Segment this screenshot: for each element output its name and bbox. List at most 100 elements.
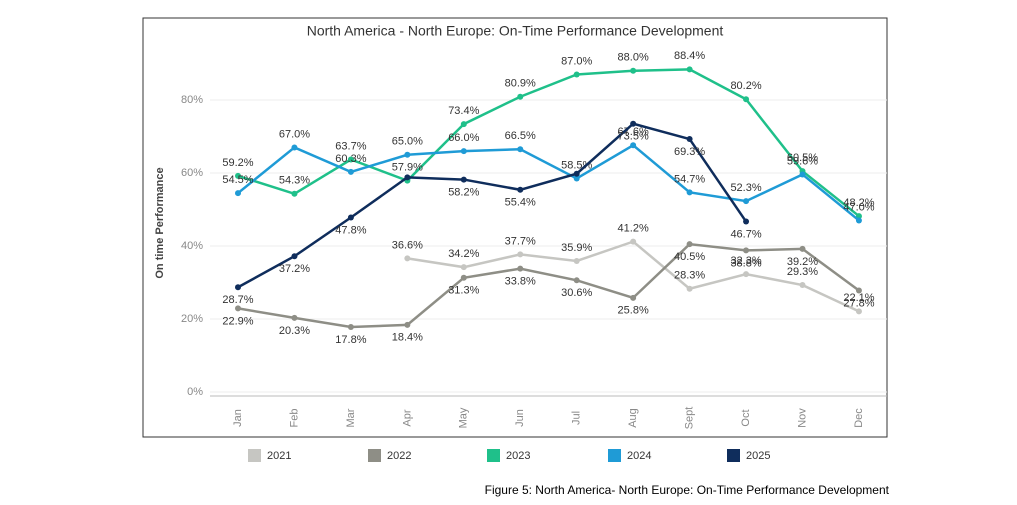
data-label: 47.8% bbox=[335, 224, 366, 236]
data-point bbox=[686, 241, 693, 248]
legend-swatch bbox=[248, 449, 261, 462]
data-point bbox=[855, 308, 862, 315]
data-point bbox=[404, 151, 411, 158]
data-label: 67.0% bbox=[279, 128, 310, 140]
data-point bbox=[460, 176, 467, 183]
data-point bbox=[573, 175, 580, 182]
data-label: 54.7% bbox=[674, 173, 705, 185]
data-point bbox=[743, 218, 750, 225]
data-label: 58.2% bbox=[448, 186, 479, 198]
data-label: 37.2% bbox=[279, 263, 310, 275]
chart-frame bbox=[142, 17, 888, 438]
data-label: 59.2% bbox=[222, 157, 253, 169]
y-tick-label: 0% bbox=[187, 386, 203, 398]
data-point bbox=[686, 66, 693, 73]
data-label: 17.8% bbox=[335, 334, 366, 346]
data-label: 34.2% bbox=[448, 248, 479, 260]
data-label: 28.3% bbox=[674, 270, 705, 282]
data-point bbox=[235, 190, 241, 197]
data-label: 54.5% bbox=[222, 174, 253, 186]
data-point bbox=[743, 96, 750, 103]
x-tick-label: Aug bbox=[627, 408, 639, 428]
x-tick-label: Feb bbox=[288, 409, 300, 428]
data-label: 46.7% bbox=[730, 228, 761, 240]
x-tick-label: Jul bbox=[571, 411, 583, 425]
data-point bbox=[291, 314, 298, 321]
data-point bbox=[291, 144, 298, 151]
data-point bbox=[235, 305, 241, 312]
x-tick-label: Dec bbox=[853, 408, 865, 428]
data-label: 65.0% bbox=[392, 136, 423, 148]
data-label: 87.0% bbox=[561, 55, 592, 67]
data-point bbox=[630, 120, 637, 127]
series-line bbox=[237, 143, 860, 222]
data-label: 63.7% bbox=[335, 140, 366, 152]
data-label: 41.2% bbox=[618, 223, 649, 235]
data-point bbox=[743, 271, 750, 278]
x-tick-label: Oct bbox=[740, 409, 752, 426]
data-point bbox=[855, 287, 862, 294]
data-point bbox=[404, 321, 411, 328]
data-point bbox=[460, 148, 467, 155]
data-point bbox=[799, 171, 806, 178]
legend-swatch bbox=[608, 449, 621, 462]
data-label: 20.3% bbox=[279, 325, 310, 337]
x-tick-label: Jun bbox=[514, 409, 526, 427]
data-label: 30.6% bbox=[561, 287, 592, 299]
data-label: 32.3% bbox=[730, 255, 761, 267]
data-point bbox=[404, 174, 411, 181]
x-tick-label: Jan bbox=[232, 409, 244, 427]
x-tick-label: Sept bbox=[684, 407, 696, 430]
data-label: 38.8% bbox=[730, 257, 761, 269]
series-line bbox=[237, 122, 748, 289]
data-point bbox=[855, 213, 862, 220]
chart-title: North America - North Europe: On-Time Pe… bbox=[307, 23, 724, 39]
data-label: 22.9% bbox=[222, 315, 253, 327]
legend-label: 2021 bbox=[267, 450, 291, 462]
data-label: 54.3% bbox=[279, 175, 310, 187]
data-point bbox=[630, 142, 637, 149]
caption: Figure 5: North America- North Europe: O… bbox=[485, 483, 890, 497]
data-point bbox=[460, 121, 467, 128]
data-point bbox=[573, 257, 580, 264]
data-point bbox=[347, 324, 354, 331]
data-label: 37.7% bbox=[505, 235, 536, 247]
data-label: 36.6% bbox=[392, 239, 423, 251]
data-label: 55.4% bbox=[505, 197, 536, 209]
data-point bbox=[517, 93, 524, 100]
data-point bbox=[460, 264, 467, 271]
data-label: 28.7% bbox=[222, 294, 253, 306]
data-point bbox=[517, 251, 524, 258]
series-line bbox=[237, 68, 860, 218]
data-label: 88.0% bbox=[618, 52, 649, 64]
data-point bbox=[630, 294, 637, 301]
x-tick-label: Mar bbox=[345, 408, 357, 427]
data-label: 80.9% bbox=[505, 78, 536, 90]
data-point bbox=[517, 265, 524, 272]
data-label: 57.9% bbox=[392, 162, 423, 174]
data-label: 52.3% bbox=[730, 182, 761, 194]
data-label: 73.4% bbox=[448, 105, 479, 117]
data-point bbox=[347, 214, 354, 221]
data-point bbox=[799, 282, 806, 289]
data-label: 58.5% bbox=[561, 159, 592, 171]
legend-swatch bbox=[487, 449, 500, 462]
data-point bbox=[630, 238, 637, 245]
data-point bbox=[235, 284, 241, 291]
data-label: 40.5% bbox=[674, 251, 705, 263]
data-point bbox=[686, 285, 693, 292]
legend-swatch bbox=[727, 449, 740, 462]
data-label: 69.3% bbox=[674, 146, 705, 158]
data-point bbox=[799, 245, 806, 252]
x-tick-label: May bbox=[458, 407, 470, 428]
data-label: 80.2% bbox=[730, 80, 761, 92]
legend-swatch bbox=[368, 449, 381, 462]
data-point bbox=[460, 274, 467, 281]
data-label: 29.3% bbox=[787, 266, 818, 278]
data-point bbox=[686, 136, 693, 143]
data-point bbox=[517, 146, 524, 153]
legend-label: 2023 bbox=[506, 450, 530, 462]
data-point bbox=[573, 170, 580, 177]
data-label: 25.8% bbox=[618, 305, 649, 317]
